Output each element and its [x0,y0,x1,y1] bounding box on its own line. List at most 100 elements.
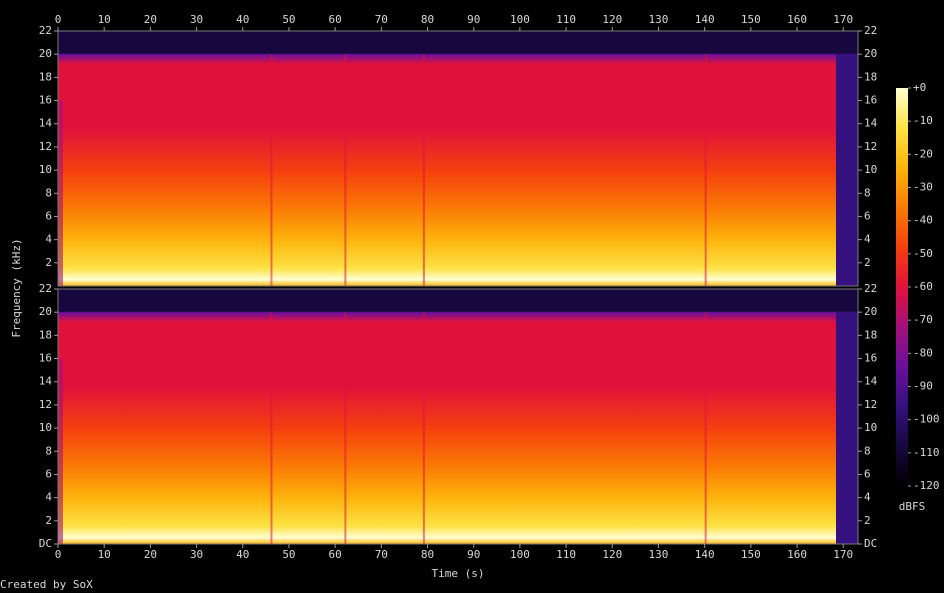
transient-stripe [704,312,707,544]
colorbar-label: dBFS [899,500,926,513]
y-tick-label: 16 [39,94,52,107]
panel-frame [57,288,859,545]
transient-stripe [344,54,347,286]
x-tick-label: 120 [602,548,622,561]
y-tick-label: 18 [39,70,52,83]
y-tick-label: 4 [45,491,52,504]
x-axis-label: Time (s) [432,567,485,580]
y-tick-label-right: 20 [864,47,877,60]
y-tick-label-right: 22 [864,282,877,295]
x-tick-label-top: 140 [695,13,715,26]
y-tick-label-right: 12 [864,140,877,153]
x-tick-label-top: 110 [556,13,576,26]
x-tick-label-top: 0 [55,13,62,26]
y-tick-label: 10 [39,421,52,434]
y-tick-label-right: 8 [864,444,871,457]
x-tick-label-top: 70 [375,13,388,26]
x-tick-label: 160 [787,548,807,561]
colorbar-tick-label: -30 [913,181,933,194]
x-tick-label: 70 [375,548,388,561]
colorbar-tick-label: -10 [913,114,933,127]
y-tick-label-right: 2 [864,514,871,527]
x-tick-label: 110 [556,548,576,561]
colorbar-tick-label: -80 [913,346,933,359]
y-axis-label: Frequency (kHz) [10,238,23,337]
y-tick-label: 4 [45,233,52,246]
colorbar-tick-label: -110 [913,446,940,459]
x-tick-label-top: 170 [833,13,853,26]
x-tick-label-top: 90 [467,13,480,26]
x-tick-label-top: 120 [602,13,622,26]
x-tick-label: 100 [510,548,530,561]
x-tick-label-top: 80 [421,13,434,26]
transient-stripe [270,54,273,286]
transient-stripe [344,312,347,544]
colorbar-tick-label: -100 [913,413,940,426]
y-tick-label: 8 [45,186,52,199]
y-tick-label-right: 16 [864,94,877,107]
colorbar-tick-label: -60 [913,280,933,293]
y-tick-label-right: 12 [864,398,877,411]
y-tick-label: 14 [39,375,53,388]
y-tick-label-right: 22 [864,24,877,37]
y-tick-label: 6 [45,467,52,480]
x-tick-label: 60 [329,548,342,561]
x-tick-label: 130 [649,548,669,561]
y-tick-label: 2 [45,514,52,527]
x-tick-label-top: 160 [787,13,807,26]
x-tick-label: 10 [98,548,111,561]
transient-stripe [422,54,425,286]
x-tick-label: 0 [55,548,62,561]
colorbar-tick-label: -70 [913,313,933,326]
colorbar-tick-label: -50 [913,247,933,260]
y-tick-label: 2 [45,256,52,269]
y-tick-label: 12 [39,140,52,153]
colorbar-tick-label: -90 [913,380,933,393]
y-tick-label-right: 14 [864,117,878,130]
y-tick-label: 16 [39,352,52,365]
y-tick-label: DC [39,537,52,550]
x-tick-label: 80 [421,548,434,561]
footer: Created by SoX [0,578,93,591]
y-tick-label: 20 [39,305,52,318]
y-tick-label: 22 [39,282,52,295]
silence-region [836,312,858,544]
y-tick-label-right: 16 [864,352,877,365]
y-tick-label-right: 8 [864,186,871,199]
x-tick-label: 20 [144,548,157,561]
x-tick-label: 30 [190,548,203,561]
y-tick-label-right: 6 [864,209,871,222]
x-tick-label: 140 [695,548,715,561]
y-tick-label-right: 4 [864,491,871,504]
y-tick-label-right: 18 [864,328,877,341]
y-tick-label: 12 [39,398,52,411]
y-tick-label-right: 10 [864,163,877,176]
y-tick-label-right: 18 [864,70,877,83]
spectrogram-panel [58,289,858,544]
colorbar [896,88,908,486]
colorbar-tick-label: -40 [913,214,933,227]
x-tick-label-top: 100 [510,13,530,26]
x-tick-label-top: 30 [190,13,203,26]
x-tick-label-top: 150 [741,13,761,26]
y-tick-label-right: 20 [864,305,877,318]
panel-frame [57,30,859,287]
y-tick-label: 8 [45,444,52,457]
spectrogram-panel [58,31,858,286]
y-tick-label-right: 2 [864,256,871,269]
x-tick-label-top: 130 [649,13,669,26]
x-tick-label-top: 20 [144,13,157,26]
y-tick-label-right: 10 [864,421,877,434]
intro-strip [58,100,63,286]
transient-stripe [422,312,425,544]
y-tick-label-right: 14 [864,375,878,388]
y-tick-label-right: 4 [864,233,871,246]
x-tick-label: 170 [833,548,853,561]
transient-stripe [704,54,707,286]
y-tick-label: 22 [39,24,52,37]
x-tick-label-top: 40 [236,13,249,26]
x-tick-label-top: 50 [282,13,295,26]
x-tick-label-top: 10 [98,13,111,26]
x-tick-label: 50 [282,548,295,561]
